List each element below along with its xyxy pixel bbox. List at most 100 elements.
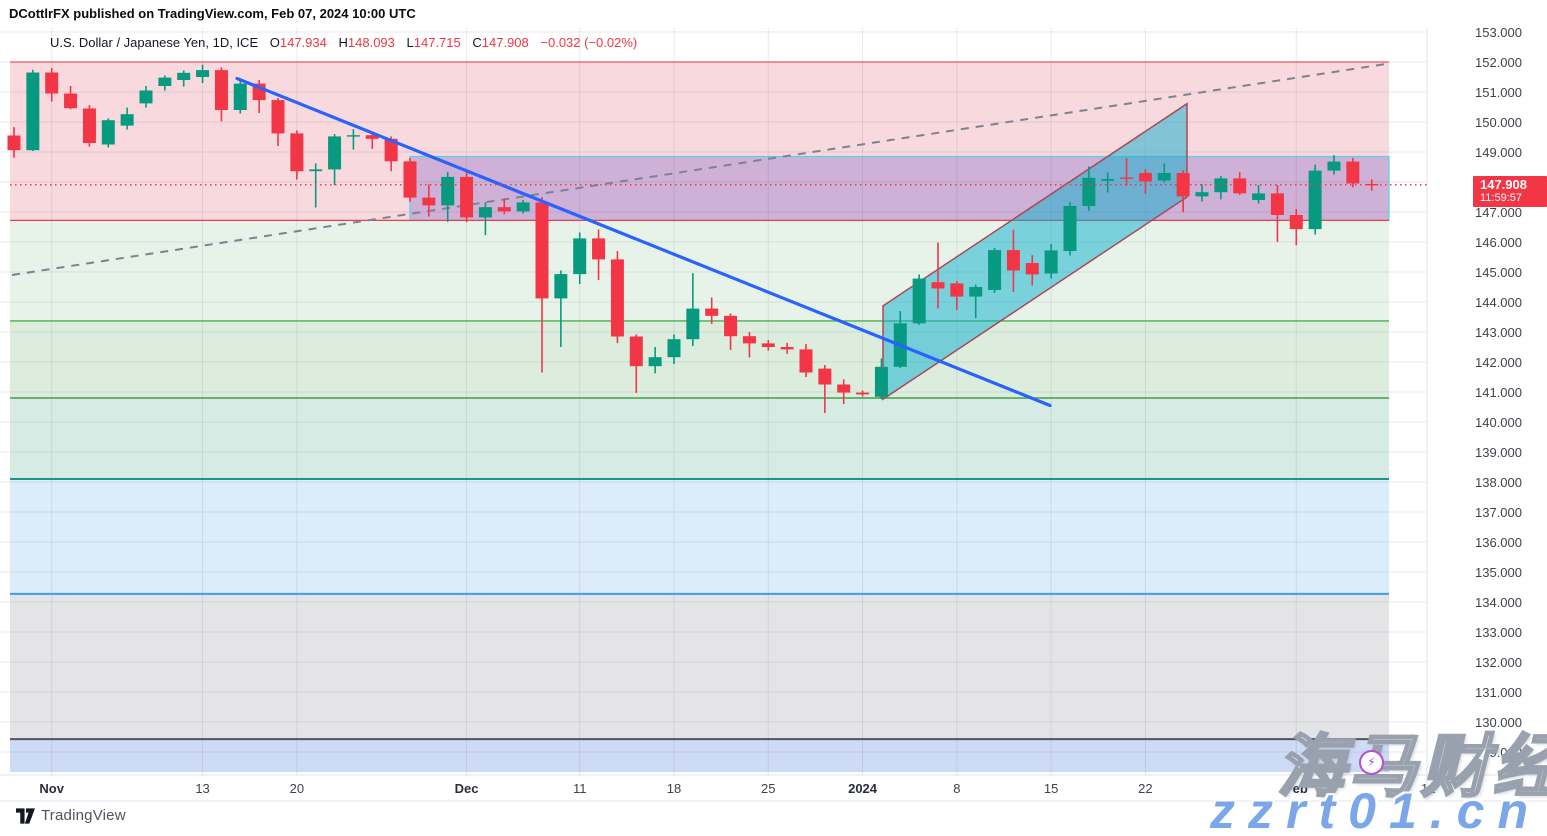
- time-axis-label: 8: [953, 781, 961, 796]
- ohlc-high-label: H: [338, 35, 348, 50]
- time-axis-label: 11: [572, 781, 587, 796]
- time-axis-label: 22: [1138, 781, 1153, 796]
- candle-body: [950, 283, 964, 297]
- candle-body: [422, 197, 436, 206]
- candle-body: [648, 357, 662, 367]
- zone-blue: [10, 479, 1389, 594]
- change-value: −0.032 (−0.02%): [540, 35, 638, 50]
- candle-body: [1365, 183, 1379, 186]
- ohlc-low-value: 147.715: [413, 35, 461, 50]
- candle-body: [761, 343, 775, 347]
- downtrend-line[interactable]: [235, 76, 1052, 408]
- price-axis-label: 145.000: [1475, 264, 1522, 280]
- candle-body: [1044, 250, 1058, 274]
- publisher-header: DCottlrFX published on TradingView.com, …: [9, 6, 416, 21]
- candle-body: [101, 120, 115, 145]
- candle-body: [780, 347, 794, 350]
- boost-flash-icon[interactable]: ⚡: [1359, 750, 1384, 775]
- candle-body: [233, 83, 247, 110]
- candle-body: [686, 308, 700, 340]
- candle-body: [1233, 178, 1247, 194]
- candle-body: [1138, 173, 1152, 182]
- candle-body: [460, 176, 474, 218]
- tradingview-logo-icon: [16, 807, 35, 824]
- price-axis-label: 136.000: [1475, 534, 1522, 550]
- price-axis-label: 150.000: [1475, 114, 1522, 130]
- time-axis-label: Nov: [39, 781, 64, 796]
- candle-body: [1270, 193, 1284, 215]
- candle-body: [516, 202, 530, 212]
- candle-body: [64, 93, 78, 109]
- price-axis-label: 133.000: [1475, 624, 1522, 640]
- candle-body: [837, 384, 851, 393]
- candle-body: [1101, 179, 1115, 181]
- price-axis-label: 151.000: [1475, 84, 1522, 100]
- candle-body: [969, 287, 983, 297]
- candle-body: [441, 176, 455, 206]
- candle-body: [874, 366, 888, 397]
- candle-body: [497, 207, 511, 212]
- candle-body: [554, 274, 568, 299]
- zone-green-teal: [10, 398, 1389, 479]
- zone-gray: [10, 593, 1389, 740]
- uptrend-dashed-line[interactable]: [11, 62, 1390, 276]
- price-axis-label: 135.000: [1475, 564, 1522, 580]
- candle-body: [799, 349, 813, 373]
- candle-body: [592, 238, 606, 260]
- ohlc-open-value: 147.934: [279, 35, 327, 50]
- candle-body: [912, 278, 926, 324]
- candle-body: [328, 136, 342, 170]
- candle-body: [1157, 173, 1171, 181]
- candle-body: [724, 315, 738, 337]
- candle-body: [1252, 193, 1266, 200]
- candle-body: [139, 90, 153, 104]
- candle-body: [1063, 206, 1077, 251]
- candlesticks[interactable]: [7, 64, 1379, 413]
- time-axis-label: 12: [1421, 781, 1436, 796]
- grid: [0, 28, 1427, 775]
- price-axis-label: 147.000: [1475, 204, 1522, 220]
- zone-green-upper: [10, 220, 1389, 321]
- candle-body: [1289, 215, 1303, 230]
- price-axis-label: 140.000: [1475, 414, 1522, 430]
- candle-body: [1025, 263, 1039, 275]
- watermark-chinese: 海马财经: [1276, 728, 1547, 807]
- price-axis-label: 143.000: [1475, 324, 1522, 340]
- candle-body: [158, 77, 172, 86]
- price-axis-label: 137.000: [1475, 504, 1522, 520]
- candle-body: [1006, 250, 1020, 271]
- price-axis-label: 131.000: [1475, 684, 1522, 700]
- time-axis-label: 13: [195, 781, 210, 796]
- time-axis-label: 18: [666, 781, 682, 796]
- candle-body: [1176, 173, 1190, 197]
- time-axis-label: Dec: [454, 781, 479, 796]
- price-axis-label: 130.000: [1475, 714, 1522, 730]
- symbol-legend: U.S. Dollar / Japanese Yen, 1D, ICE O147…: [50, 35, 637, 50]
- time-axis-label: 20: [289, 781, 305, 796]
- ohlc-high-value: 148.093: [347, 35, 395, 50]
- time-axis-label: 15: [1043, 781, 1059, 796]
- price-axis-label: 152.000: [1475, 54, 1522, 70]
- price-axis-label: 141.000: [1475, 384, 1522, 400]
- bar-countdown: 11:59:57: [1480, 192, 1523, 204]
- candle-body: [384, 138, 398, 162]
- candle-body: [629, 336, 643, 367]
- candle-body: [535, 202, 549, 299]
- candle-body: [365, 135, 379, 139]
- candle-body: [667, 339, 681, 358]
- candle-body: [573, 238, 587, 275]
- candle-body: [271, 100, 285, 134]
- axis-borders: [0, 28, 1547, 802]
- candle-body: [818, 368, 832, 385]
- ohlc-open-label: O: [269, 35, 280, 50]
- ohlc-low-label: L: [406, 35, 414, 50]
- tradingview-footer[interactable]: TradingView: [16, 807, 126, 824]
- candle-body: [82, 108, 96, 143]
- price-axis-label: 138.000: [1475, 474, 1522, 490]
- price-axis-label: 146.000: [1475, 234, 1522, 250]
- candle-body: [1120, 177, 1134, 179]
- candle-body: [705, 308, 719, 316]
- candle-body: [196, 70, 210, 77]
- background-zones: [10, 62, 1390, 773]
